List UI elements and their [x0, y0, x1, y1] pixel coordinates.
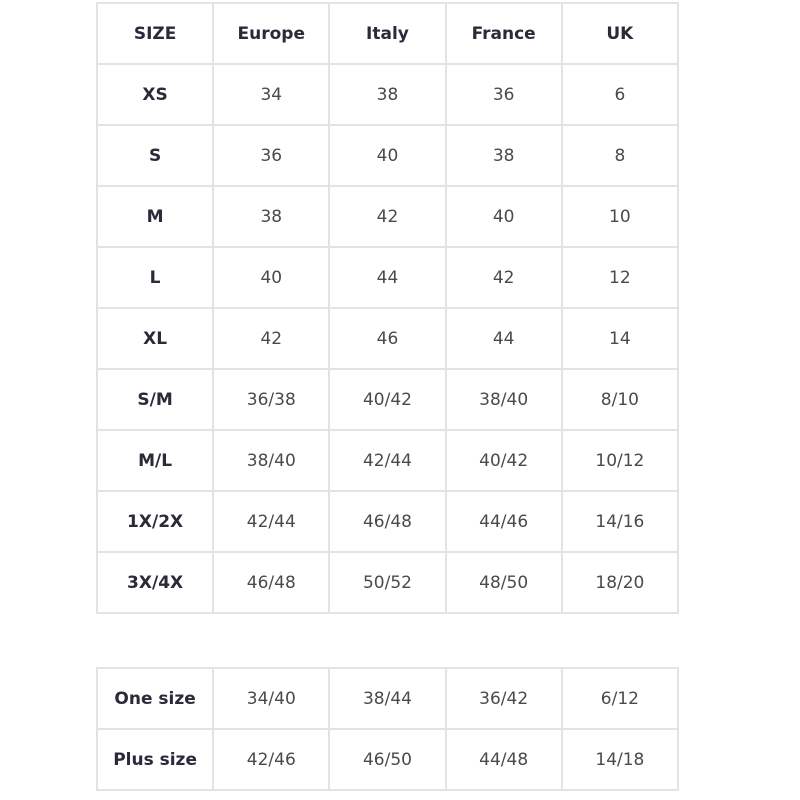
- size-value-cell: 38/40: [444, 368, 563, 431]
- size-label-cell: L: [95, 246, 215, 309]
- table-row: L 40 44 42 12: [95, 246, 680, 309]
- size-label-cell: XS: [95, 63, 215, 126]
- table-row: S/M 36/38 40/42 38/40 8/10: [95, 368, 680, 431]
- table-row: 3X/4X 46/48 50/52 48/50 18/20: [95, 551, 680, 614]
- size-value-cell: 40: [328, 124, 447, 187]
- size-value-cell: 42/44: [212, 490, 331, 553]
- size-value-cell: 36: [212, 124, 331, 187]
- size-value-cell: 44/48: [444, 728, 563, 791]
- size-label-cell: Plus size: [95, 728, 215, 791]
- size-chart-table: SIZE Europe Italy France UK XS 34 38 36 6 S 36 40 38 8…: [95, 2, 680, 614]
- size-value-cell: 44: [328, 246, 447, 309]
- size-value-cell: 46/48: [212, 551, 331, 614]
- size-value-cell: 42/44: [328, 429, 447, 492]
- size-value-cell: 14/18: [560, 728, 680, 791]
- table-row: XL 42 46 44 14: [95, 307, 680, 370]
- size-value-cell: 36/42: [444, 667, 563, 730]
- table-row: One size 34/40 38/44 36/42 6/12: [95, 667, 680, 730]
- table-row: XS 34 38 36 6: [95, 63, 680, 126]
- size-value-cell: 44: [444, 307, 563, 370]
- size-value-cell: 18/20: [560, 551, 680, 614]
- table-row: M 38 42 40 10: [95, 185, 680, 248]
- size-value-cell: 48/50: [444, 551, 563, 614]
- size-value-cell: 14: [560, 307, 680, 370]
- size-label-cell: S/M: [95, 368, 215, 431]
- size-value-cell: 8/10: [560, 368, 680, 431]
- size-value-cell: 46/50: [328, 728, 447, 791]
- size-label-cell: M: [95, 185, 215, 248]
- size-value-cell: 6/12: [560, 667, 680, 730]
- table-row: Plus size 42/46 46/50 44/48 14/18: [95, 728, 680, 791]
- column-header: Italy: [328, 2, 447, 65]
- size-value-cell: 50/52: [328, 551, 447, 614]
- table-row: 1X/2X 42/44 46/48 44/46 14/16: [95, 490, 680, 553]
- size-value-cell: 34/40: [212, 667, 331, 730]
- size-value-cell: 10: [560, 185, 680, 248]
- size-value-cell: 38: [444, 124, 563, 187]
- size-value-cell: 42: [444, 246, 563, 309]
- size-value-cell: 36/38: [212, 368, 331, 431]
- size-value-cell: 40/42: [444, 429, 563, 492]
- size-value-cell: 42: [328, 185, 447, 248]
- size-value-cell: 36: [444, 63, 563, 126]
- size-value-cell: 34: [212, 63, 331, 126]
- size-value-cell: 38: [328, 63, 447, 126]
- size-label-cell: M/L: [95, 429, 215, 492]
- size-value-cell: 42/46: [212, 728, 331, 791]
- size-value-cell: 38: [212, 185, 331, 248]
- header-row: SIZE Europe Italy France UK: [95, 2, 680, 65]
- column-header: SIZE: [95, 2, 215, 65]
- size-value-cell: 40: [444, 185, 563, 248]
- size-label-cell: One size: [95, 667, 215, 730]
- column-header: Europe: [212, 2, 331, 65]
- size-label-cell: 3X/4X: [95, 551, 215, 614]
- size-value-cell: 42: [212, 307, 331, 370]
- size-value-cell: 12: [560, 246, 680, 309]
- size-label-cell: S: [95, 124, 215, 187]
- size-value-cell: 40/42: [328, 368, 447, 431]
- size-value-cell: 38/44: [328, 667, 447, 730]
- size-value-cell: 10/12: [560, 429, 680, 492]
- size-label-cell: 1X/2X: [95, 490, 215, 553]
- size-value-cell: 38/40: [212, 429, 331, 492]
- size-value-cell: 46: [328, 307, 447, 370]
- column-header: France: [444, 2, 563, 65]
- column-header: UK: [560, 2, 680, 65]
- table-row: M/L 38/40 42/44 40/42 10/12: [95, 429, 680, 492]
- size-value-cell: 46/48: [328, 490, 447, 553]
- size-value-cell: 8: [560, 124, 680, 187]
- size-label-cell: XL: [95, 307, 215, 370]
- one-plus-size-table: One size 34/40 38/44 36/42 6/12 Plus size 42/4…: [95, 667, 680, 791]
- size-value-cell: 40: [212, 246, 331, 309]
- size-value-cell: 14/16: [560, 490, 680, 553]
- size-value-cell: 6: [560, 63, 680, 126]
- table-row: S 36 40 38 8: [95, 124, 680, 187]
- size-value-cell: 44/46: [444, 490, 563, 553]
